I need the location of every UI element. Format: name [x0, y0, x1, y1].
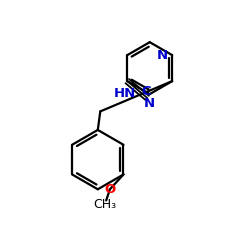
Text: HN: HN: [114, 87, 136, 100]
Text: N: N: [144, 98, 155, 110]
Text: N: N: [157, 49, 168, 62]
Text: CH₃: CH₃: [94, 198, 116, 210]
Text: O: O: [104, 183, 116, 196]
Text: C: C: [141, 85, 151, 98]
